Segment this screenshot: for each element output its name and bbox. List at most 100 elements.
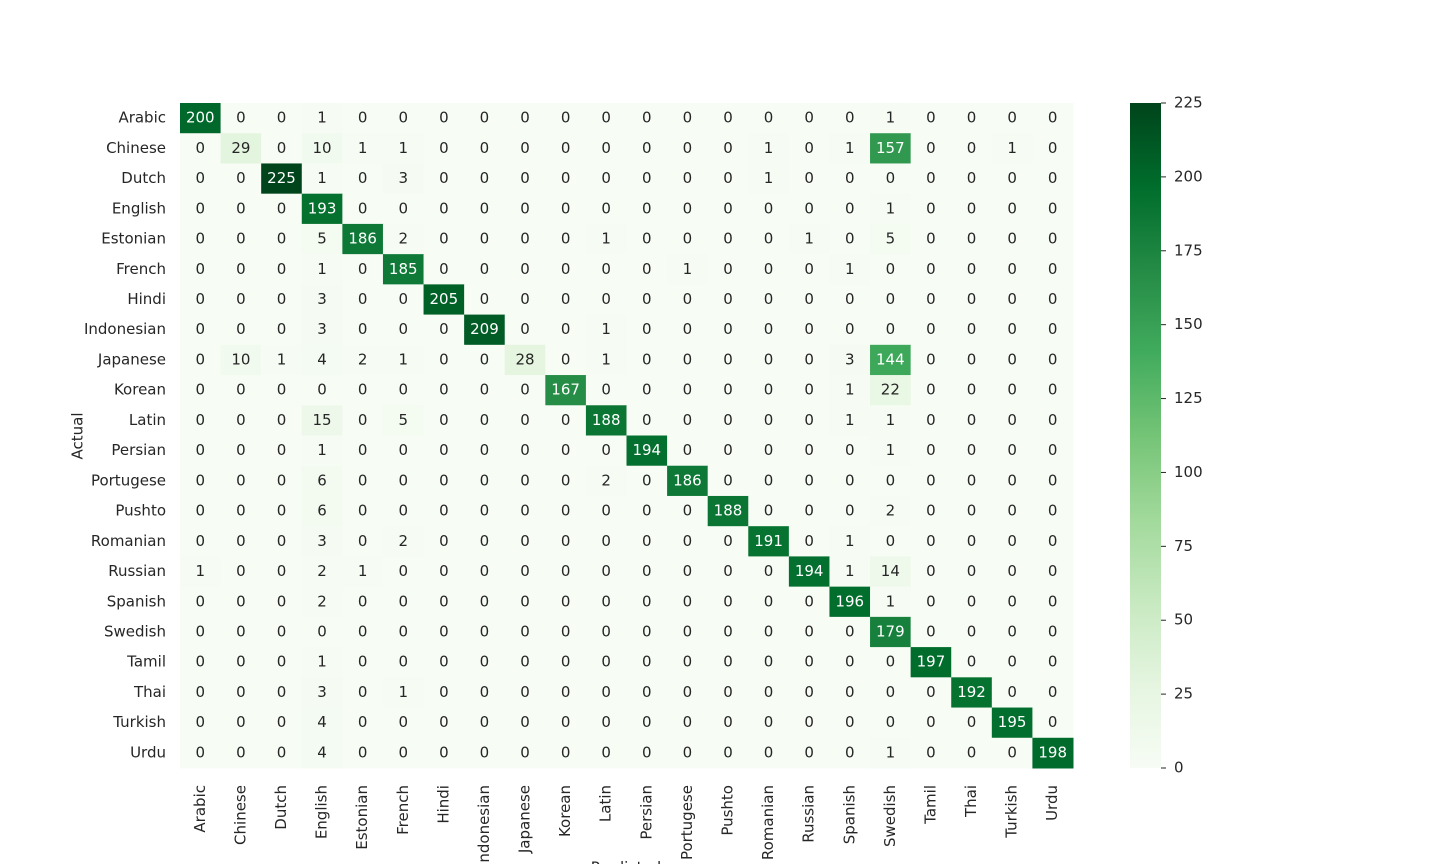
heatmap-cell	[951, 737, 993, 769]
cell-label: 0	[439, 230, 449, 248]
cell-label: 196	[835, 592, 864, 610]
heatmap-cell	[951, 103, 993, 134]
heatmap-cell	[1032, 344, 1074, 376]
cell-label: 3	[317, 320, 327, 338]
heatmap-cell	[545, 647, 587, 678]
heatmap-cell	[423, 375, 465, 406]
cell-label: 0	[398, 109, 408, 127]
heatmap-cell	[788, 616, 830, 648]
heatmap-cell	[748, 193, 790, 225]
cell-label: 0	[683, 622, 693, 640]
heatmap-cell	[667, 254, 709, 285]
x-tick-label: Tamil	[921, 785, 939, 825]
heatmap-cell	[951, 193, 993, 225]
heatmap-cell	[626, 254, 668, 285]
heatmap-cell	[1032, 314, 1074, 346]
cell-label: 0	[561, 622, 571, 640]
heatmap-cell	[301, 223, 343, 255]
heatmap-cell	[220, 707, 262, 739]
cell-label: 0	[561, 350, 571, 368]
cell-label: 0	[642, 139, 652, 157]
heatmap-cell	[423, 556, 465, 588]
cell-label: 0	[764, 260, 774, 278]
cell-label: 0	[439, 502, 449, 520]
heatmap-cell	[585, 465, 627, 497]
heatmap-cell	[585, 616, 627, 648]
cell-label: 0	[967, 139, 977, 157]
heatmap-cell	[464, 375, 506, 406]
heatmap-cell	[301, 586, 343, 618]
cell-label: 0	[601, 713, 611, 731]
cell-label: 0	[723, 592, 733, 610]
heatmap-cell	[342, 647, 384, 678]
heatmap-cell	[382, 133, 425, 164]
heatmap-cell	[545, 223, 587, 255]
heatmap-cell	[829, 133, 871, 164]
cell-label: 0	[561, 411, 571, 429]
heatmap-cell	[382, 223, 425, 255]
x-tick-label: Swedish	[881, 785, 899, 847]
cell-label: 0	[601, 622, 611, 640]
heatmap-cell	[180, 344, 222, 376]
cell-label: 0	[764, 441, 774, 459]
heatmap-cell	[180, 375, 222, 406]
cell-label: 0	[804, 532, 814, 550]
heatmap-cell	[707, 707, 749, 739]
cell-label: 0	[764, 199, 774, 217]
heatmap-cell	[342, 314, 384, 346]
cell-label: 0	[480, 502, 490, 520]
heatmap-cell	[667, 737, 709, 769]
x-tick-label: Japanese	[516, 785, 534, 854]
heatmap-cell	[261, 163, 303, 195]
cell-label: 0	[804, 471, 814, 489]
cell-label: 191	[754, 532, 783, 550]
cell-label: 0	[1048, 320, 1058, 338]
heatmap-cell	[545, 193, 587, 225]
cell-label: 0	[480, 471, 490, 489]
heatmap-cell	[464, 133, 506, 164]
heatmap-cell	[951, 677, 993, 709]
y-tick-label: Pushto	[115, 502, 166, 520]
heatmap-cell	[870, 223, 912, 255]
heatmap-cell	[829, 223, 871, 255]
cell-label: 0	[439, 381, 449, 399]
heatmap-cell	[870, 103, 912, 134]
heatmap-cell	[626, 223, 668, 255]
cell-label: 0	[561, 441, 571, 459]
heatmap-cell	[504, 435, 546, 467]
heatmap-cell	[261, 103, 303, 134]
heatmap-cell	[748, 616, 790, 648]
cell-label: 3	[845, 350, 855, 368]
heatmap-cell	[748, 737, 790, 769]
cell-label: 0	[926, 713, 936, 731]
cell-label: 0	[926, 350, 936, 368]
heatmap-cell	[626, 163, 668, 195]
cell-label: 0	[967, 411, 977, 429]
heatmap-cell	[545, 103, 587, 134]
heatmap-cell	[829, 103, 871, 134]
cell-label: 193	[308, 199, 337, 217]
cell-label: 0	[439, 562, 449, 580]
cell-label: 0	[764, 350, 774, 368]
y-tick-label: Korean	[114, 381, 166, 399]
cell-label: 0	[277, 320, 287, 338]
cell-label: 0	[764, 290, 774, 308]
heatmap-cell	[585, 193, 627, 225]
cell-label: 0	[561, 320, 571, 338]
cell-label: 0	[439, 683, 449, 701]
cell-label: 0	[358, 622, 368, 640]
cell-label: 0	[804, 109, 814, 127]
cell-label: 0	[196, 199, 206, 217]
cell-label: 0	[683, 199, 693, 217]
cell-label: 1	[317, 260, 327, 278]
heatmap-cell	[261, 254, 303, 285]
heatmap-cell	[180, 435, 222, 467]
heatmap-cell	[545, 284, 587, 316]
cell-label: 0	[926, 260, 936, 278]
cell-label: 0	[845, 502, 855, 520]
cell-label: 0	[967, 532, 977, 550]
heatmap-cell	[667, 677, 709, 709]
heatmap-cell	[1032, 163, 1074, 195]
cell-label: 0	[277, 381, 287, 399]
cell-label: 0	[723, 109, 733, 127]
